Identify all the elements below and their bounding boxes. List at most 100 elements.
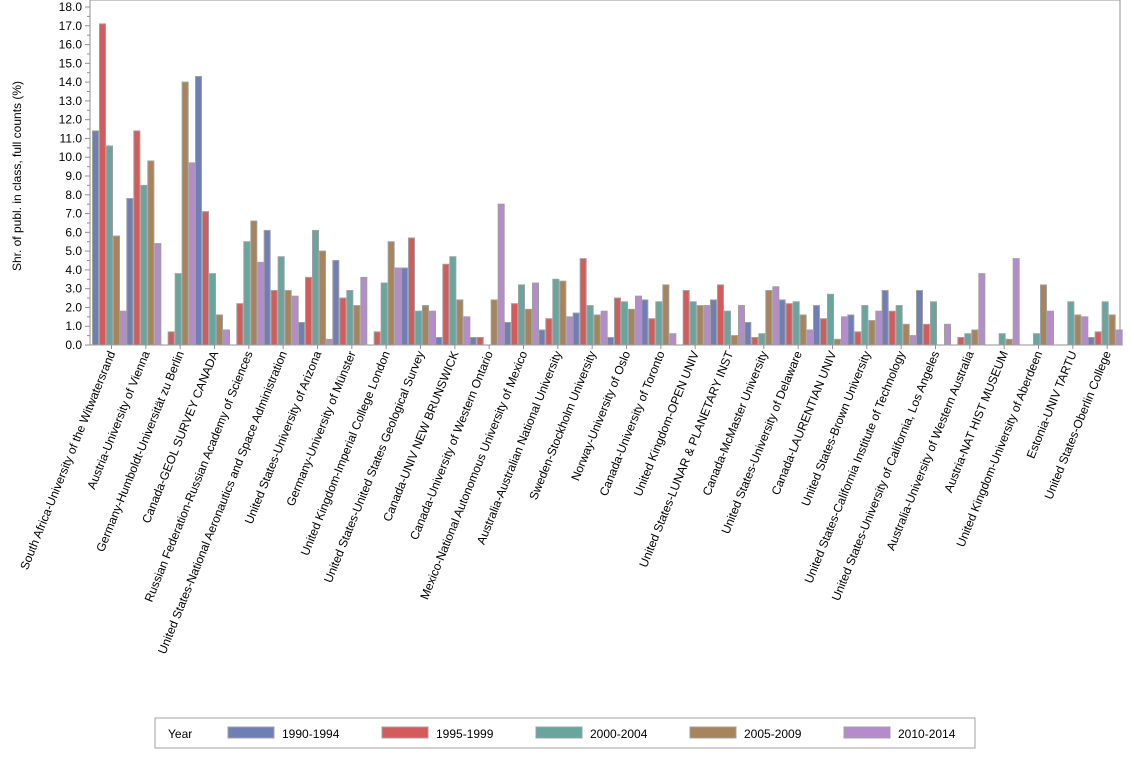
bar-2005-2009 [1074, 314, 1082, 346]
y-tick-label: 17.0 [59, 19, 83, 33]
bar-1995-1999 [270, 290, 278, 346]
legend-label: 2010-2014 [898, 727, 956, 741]
legend-label: 1995-1999 [436, 727, 494, 741]
legend: Year 1990-1994 1995-1999 2000-2004 2005-200… [154, 717, 976, 749]
bar-2005-2009 [525, 308, 532, 346]
bar-2010-2014 [188, 162, 196, 346]
bar-2005-2009 [559, 280, 567, 346]
bar-1990-1994 [847, 314, 855, 346]
bar-2005-2009 [456, 299, 464, 346]
bar-2010-2014 [429, 310, 436, 346]
bar-1995-1999 [202, 211, 209, 346]
bar-2010-2014 [326, 338, 333, 346]
legend-swatch [381, 726, 429, 739]
bar-2000-2004 [1101, 301, 1109, 346]
y-tick-label: 0.0 [65, 338, 82, 352]
bar-1990-1994 [778, 299, 786, 346]
bar-2010-2014 [875, 310, 883, 346]
bar-1995-1999 [717, 284, 724, 346]
bar-2010-2014 [978, 273, 986, 346]
bar-2005-2009 [868, 320, 876, 346]
bar-2000-2004 [621, 301, 628, 346]
bar-2000-2004 [552, 278, 560, 346]
bar-2005-2009 [1005, 338, 1013, 346]
bar-2005-2009 [387, 241, 395, 346]
y-tick-label: 8.0 [65, 188, 82, 202]
bar-2005-2009 [490, 299, 498, 346]
bar-2010-2014 [532, 282, 539, 346]
y-tick-label: 5.0 [65, 244, 82, 258]
bar-1995-1999 [648, 318, 656, 346]
y-tick-label: 10.0 [59, 150, 83, 164]
y-tick-label: 7.0 [65, 207, 82, 221]
bar-1990-1994 [92, 130, 99, 346]
bar-2010-2014 [120, 310, 127, 346]
bars [92, 23, 1123, 346]
bar-2010-2014 [394, 267, 402, 346]
bar-1995-1999 [579, 258, 587, 346]
bar-2010-2014 [1081, 316, 1089, 346]
bar-1995-1999 [614, 297, 621, 346]
bar-2005-2009 [765, 290, 773, 346]
bar-1995-1999 [305, 276, 312, 346]
bar-2010-2014 [772, 286, 780, 346]
y-tick-label: 16.0 [59, 38, 83, 52]
bar-2000-2004 [724, 310, 731, 346]
bar-2010-2014 [566, 316, 574, 346]
bar-1995-1999 [1094, 331, 1102, 346]
bar-2010-2014 [291, 295, 299, 346]
bar-2000-2004 [1033, 333, 1040, 346]
bar-2000-2004 [758, 333, 766, 346]
bar-2005-2009 [593, 314, 601, 346]
bar-2005-2009 [353, 305, 361, 346]
bar-1990-1994 [195, 75, 202, 346]
y-tick-label: 15.0 [59, 56, 83, 70]
bar-2000-2004 [895, 305, 903, 346]
bar-1990-1994 [641, 299, 649, 346]
bar-1995-1999 [167, 331, 175, 346]
bar-1995-1999 [785, 303, 793, 346]
bar-1990-1994 [435, 336, 443, 346]
y-tick-label: 12.0 [59, 113, 83, 127]
y-tick-label: 2.0 [65, 300, 82, 314]
bar-2005-2009 [1040, 284, 1047, 346]
bar-2000-2004 [655, 301, 663, 346]
y-tick-label: 18.0 [59, 0, 83, 14]
bar-2005-2009 [147, 160, 155, 346]
bar-2005-2009 [902, 323, 910, 346]
bar-2005-2009 [422, 305, 429, 346]
bar-2010-2014 [1012, 258, 1020, 346]
y-tick-label: 11.0 [60, 131, 83, 145]
legend-title: Year [168, 727, 192, 741]
bar-2000-2004 [998, 333, 1006, 346]
bar-2005-2009 [1108, 314, 1116, 346]
bar-2000-2004 [1067, 301, 1075, 346]
bar-1990-1994 [401, 267, 408, 346]
bar-2005-2009 [216, 314, 223, 346]
bar-2005-2009 [731, 335, 738, 346]
bar-2005-2009 [284, 290, 292, 346]
bar-2005-2009 [696, 305, 704, 346]
bar-1995-1999 [99, 23, 106, 346]
y-tick-label: 6.0 [65, 225, 82, 239]
bar-1990-1994 [263, 229, 271, 346]
bar-2010-2014 [703, 305, 711, 346]
bar-2010-2014 [497, 203, 505, 346]
bar-1990-1994 [572, 312, 580, 346]
bar-2010-2014 [463, 316, 471, 346]
legend-swatch [535, 726, 583, 739]
bar-2010-2014 [635, 295, 642, 346]
bar-2000-2004 [586, 305, 594, 346]
bar-2010-2014 [909, 335, 917, 346]
bar-1990-1994 [916, 290, 923, 346]
bar-2000-2004 [346, 290, 354, 346]
bar-2000-2004 [792, 301, 800, 346]
bar-1990-1994 [469, 336, 477, 346]
bar-2000-2004 [861, 305, 869, 346]
bar-2000-2004 [449, 256, 457, 346]
bar-1995-1999 [923, 323, 930, 346]
bar-2010-2014 [738, 305, 745, 346]
bar-1990-1994 [504, 321, 511, 346]
y-tick-label: 14.0 [59, 75, 83, 89]
legend-swatch [843, 726, 891, 739]
